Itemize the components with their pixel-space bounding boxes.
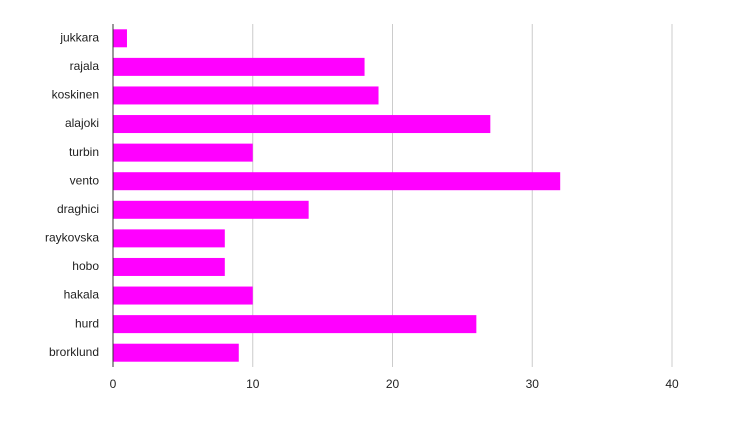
x-tick-label: 30 bbox=[526, 377, 540, 391]
bar bbox=[113, 143, 253, 162]
bar bbox=[113, 315, 477, 334]
y-tick-label: hakala bbox=[64, 288, 100, 302]
bar bbox=[113, 86, 379, 105]
y-tick-label: jukkara bbox=[59, 30, 99, 44]
bar bbox=[113, 286, 253, 305]
y-tick-label: draghici bbox=[57, 202, 99, 216]
bar bbox=[113, 29, 127, 48]
x-tick-label: 40 bbox=[665, 377, 679, 391]
x-tick-label: 10 bbox=[246, 377, 260, 391]
x-tick-label: 0 bbox=[110, 377, 117, 391]
bar bbox=[113, 57, 365, 76]
y-tick-label: koskinen bbox=[52, 88, 99, 102]
y-tick-label: rajala bbox=[70, 59, 100, 73]
y-tick-label: vento bbox=[70, 173, 100, 187]
bar bbox=[113, 172, 561, 191]
y-tick-label: raykovska bbox=[45, 231, 99, 245]
bar bbox=[113, 200, 309, 219]
bar bbox=[113, 257, 225, 276]
y-tick-label: turbin bbox=[69, 145, 99, 159]
bar bbox=[113, 229, 225, 248]
bar bbox=[113, 343, 239, 362]
y-tick-label: hobo bbox=[72, 259, 99, 273]
bar bbox=[113, 115, 491, 134]
y-tick-label: alajoki bbox=[65, 116, 99, 130]
y-tick-label: brorklund bbox=[49, 345, 99, 359]
x-tick-label: 20 bbox=[386, 377, 400, 391]
y-tick-label: hurd bbox=[75, 316, 99, 330]
